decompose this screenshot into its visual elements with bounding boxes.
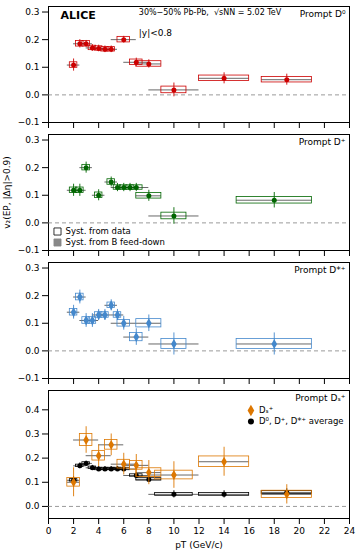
svg-text:ALICE: ALICE (61, 9, 96, 22)
svg-text:|y|<0.8: |y|<0.8 (139, 28, 173, 38)
svg-text:0.0: 0.0 (25, 501, 40, 511)
svg-text:4: 4 (96, 526, 102, 536)
svg-text:0.2: 0.2 (25, 453, 39, 463)
svg-text:0.3: 0.3 (25, 135, 39, 145)
svg-text:0.0: 0.0 (25, 90, 40, 100)
svg-text:0.2: 0.2 (25, 163, 39, 173)
svg-text:0.4: 0.4 (25, 405, 40, 415)
svg-text:30%−50% Pb-Pb, √sNN = 5.02 Te: 30%−50% Pb-Pb, √sNN = 5.02 TeV (139, 8, 282, 17)
svg-text:0.3: 0.3 (25, 429, 39, 439)
svg-text:0.1: 0.1 (25, 190, 39, 200)
svg-text:Prompt D*⁺: Prompt D*⁺ (294, 265, 346, 275)
svg-text:Prompt Dₛ⁺: Prompt Dₛ⁺ (295, 393, 345, 403)
svg-text:Syst. from data: Syst. from data (66, 226, 131, 236)
svg-text:0.2: 0.2 (25, 35, 39, 45)
svg-text:0.0: 0.0 (25, 346, 40, 356)
svg-text:10: 10 (168, 526, 180, 536)
svg-text:0.3: 0.3 (25, 7, 39, 17)
svg-text:v₂(EP, |Δη|>0.9): v₂(EP, |Δη|>0.9) (2, 156, 12, 229)
svg-text:0.2: 0.2 (25, 291, 39, 301)
svg-text:D⁰, D⁺, D*⁺ average: D⁰, D⁺, D*⁺ average (259, 416, 344, 426)
svg-text:0.0: 0.0 (25, 218, 40, 228)
svg-text:24: 24 (344, 526, 356, 536)
svg-text:2: 2 (71, 526, 77, 536)
svg-text:0: 0 (46, 526, 52, 536)
svg-text:16: 16 (243, 526, 255, 536)
svg-text:22: 22 (319, 526, 330, 536)
svg-text:0.1: 0.1 (25, 477, 39, 487)
svg-text:12: 12 (193, 526, 204, 536)
svg-text:−0.1: −0.1 (18, 245, 40, 255)
svg-text:Syst. from B feed-down: Syst. from B feed-down (66, 237, 165, 247)
svg-text:−0.1: −0.1 (18, 117, 40, 127)
svg-text:−0.1: −0.1 (18, 373, 40, 383)
svg-text:Prompt D⁺: Prompt D⁺ (299, 137, 346, 147)
svg-text:0.3: 0.3 (25, 263, 39, 273)
svg-text:20: 20 (294, 526, 306, 536)
svg-text:pT (GeV/c): pT (GeV/c) (175, 540, 223, 550)
svg-text:Dₛ⁺: Dₛ⁺ (259, 405, 273, 415)
svg-text:18: 18 (269, 526, 281, 536)
svg-text:8: 8 (146, 526, 152, 536)
svg-text:6: 6 (121, 526, 127, 536)
svg-text:0.1: 0.1 (25, 318, 39, 328)
svg-text:Prompt D⁰: Prompt D⁰ (300, 9, 346, 19)
svg-text:0.1: 0.1 (25, 62, 39, 72)
svg-text:14: 14 (218, 526, 230, 536)
